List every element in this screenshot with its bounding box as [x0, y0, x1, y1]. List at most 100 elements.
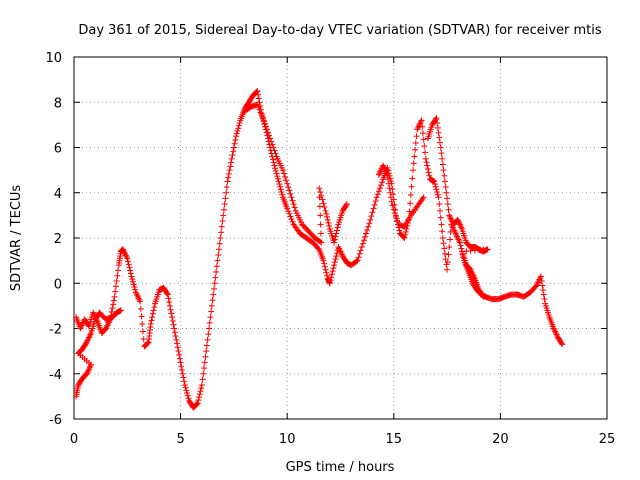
data-point [559, 341, 566, 348]
data-point [255, 104, 262, 111]
data-point [421, 142, 428, 149]
data-point [140, 336, 147, 343]
data-point [117, 307, 124, 314]
data-point [277, 186, 284, 193]
data-point [108, 308, 115, 315]
data-point [458, 245, 465, 252]
data-point [282, 173, 289, 180]
data-point [137, 305, 144, 312]
data-point [139, 320, 146, 327]
data-point [148, 317, 155, 324]
data-point [355, 254, 362, 261]
data-point [446, 244, 453, 251]
data-point [368, 213, 375, 220]
data-point [401, 235, 408, 241]
data-point [182, 384, 189, 391]
data-point [149, 314, 156, 321]
data-point [144, 339, 151, 346]
data-point [149, 310, 156, 317]
data-point [166, 302, 173, 309]
data-point [177, 359, 184, 366]
data-point [412, 146, 419, 153]
data-point [206, 325, 213, 332]
data-point [432, 183, 439, 190]
data-point [208, 308, 215, 315]
data-point [288, 194, 295, 201]
data-point [434, 188, 441, 195]
data-point [317, 221, 324, 228]
data-point [283, 177, 290, 184]
data-point [408, 183, 415, 190]
data-point [111, 293, 118, 300]
data-point [131, 284, 138, 291]
data-point [442, 184, 449, 191]
data-point [385, 180, 392, 187]
data-point [435, 129, 442, 136]
data-point [384, 171, 391, 178]
data-point [167, 306, 174, 313]
x-tick-label: 20 [492, 432, 509, 447]
data-point [443, 189, 450, 196]
data-point [130, 281, 137, 288]
data-point [423, 159, 430, 166]
data-point [439, 235, 446, 241]
data-point [174, 344, 181, 351]
data-point [396, 227, 403, 234]
data-point [183, 387, 190, 394]
data-point [324, 216, 331, 223]
data-point [126, 264, 133, 271]
data-point [358, 244, 365, 251]
data-point [217, 235, 224, 241]
data-point [323, 269, 330, 276]
data-point [269, 156, 276, 163]
data-point [363, 230, 370, 237]
data-point [330, 265, 337, 272]
data-point [198, 382, 205, 389]
data-point [172, 333, 179, 340]
data-point [168, 310, 175, 317]
data-point [537, 273, 544, 280]
data-point [315, 245, 322, 252]
data-point [210, 291, 217, 298]
data-point [412, 139, 419, 146]
data-point [270, 159, 277, 166]
data-point [539, 282, 546, 289]
data-point [233, 130, 240, 137]
data-point [226, 167, 233, 174]
data-point [442, 256, 449, 263]
data-point [327, 277, 334, 284]
data-point [222, 195, 229, 202]
data-point [332, 233, 339, 240]
data-point [183, 389, 190, 396]
data-point [110, 297, 117, 304]
data-point [445, 206, 452, 213]
data-point [151, 304, 158, 311]
data-point [225, 170, 232, 177]
data-point [209, 297, 216, 304]
data-point [289, 197, 296, 204]
data-point [214, 257, 221, 264]
data-point [321, 260, 328, 267]
data-point [171, 325, 178, 332]
data-point [263, 126, 270, 133]
y-tick-label: 10 [45, 51, 62, 66]
data-point [431, 178, 438, 185]
data-point [389, 185, 396, 192]
data-point [200, 370, 207, 377]
data-point [199, 376, 206, 383]
data-point [407, 192, 414, 199]
data-point [360, 237, 367, 244]
data-point [193, 400, 200, 407]
data-point [195, 397, 202, 404]
data-point [371, 201, 378, 208]
data-point [326, 280, 333, 287]
data-point [402, 228, 409, 235]
data-point [441, 172, 448, 179]
data-point [279, 191, 286, 198]
data-point [411, 153, 418, 160]
data-point [218, 223, 225, 230]
y-tick-label: 8 [54, 96, 62, 111]
data-point [223, 184, 230, 191]
data-point [138, 313, 145, 320]
data-point [370, 205, 377, 212]
